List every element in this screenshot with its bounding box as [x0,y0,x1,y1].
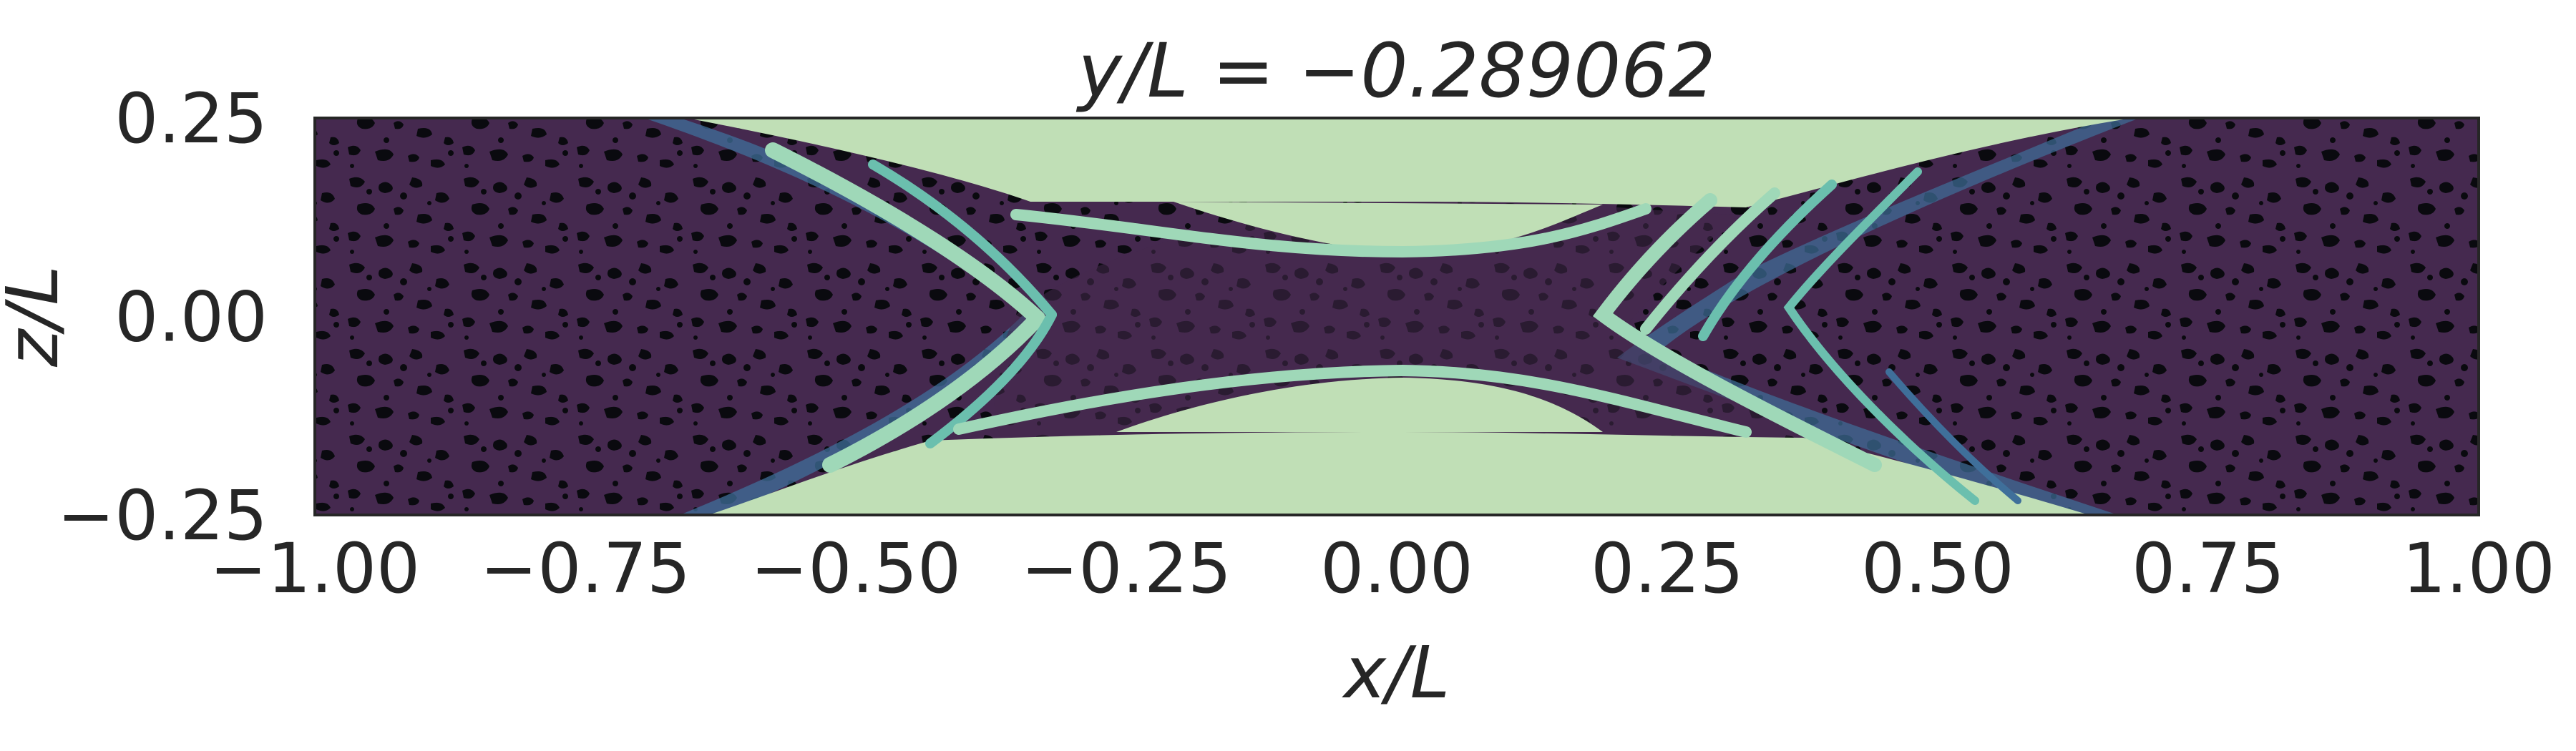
x-axis-label: x/L [1342,631,1450,715]
x-tick-label: 0.25 [1591,529,1744,609]
x-tick-label: 0.00 [1320,529,1473,609]
band-left-upper [765,142,1045,326]
axes-frame [313,117,2480,516]
x-tick-label: −1.00 [210,529,420,609]
top-lobe [1174,202,1603,253]
band-right-2 [1640,187,1780,335]
y-tick-label: 0.00 [114,278,268,358]
chart-title: y/L = −0.289062 [1075,27,1715,114]
x-tick-label: −0.25 [1021,529,1231,609]
band-left-upper-2 [868,159,1057,320]
x-tick-label: −0.75 [480,529,691,609]
band-right-5 [1885,368,2021,504]
right-cone-glow [1617,118,2140,515]
y-tick-label: 0.25 [114,79,268,159]
saturated-top [687,118,2132,207]
band-left-lower-2 [925,310,1057,448]
plot-area [315,118,2479,515]
x-tick-label: 0.50 [1861,529,2014,609]
left-cone-glow [644,118,1045,515]
x-ticks: −1.00 −0.75 −0.50 −0.25 0.00 0.25 0.50 0.75 1.00 [210,529,2555,609]
x-tick-label: 0.75 [2132,529,2285,609]
band-top-arc [1010,203,1652,258]
y-tick-label: −0.25 [57,476,268,556]
y-ticks: 0.25 0.00 −0.25 [57,79,268,556]
shock-bands [765,142,2021,505]
bottom-lobe [1116,378,1603,432]
band-left-lower [822,310,1045,473]
x-tick-label: −0.50 [751,529,961,609]
x-tick-label: 1.00 [2402,529,2555,609]
band-right-4 [1783,167,1979,505]
band-right-1 [1592,193,1882,472]
band-bottom-arc [953,364,1752,438]
saturated-bottom [708,432,2089,515]
y-axis-label: z/L [0,265,74,368]
band-right-3 [1698,180,1837,341]
